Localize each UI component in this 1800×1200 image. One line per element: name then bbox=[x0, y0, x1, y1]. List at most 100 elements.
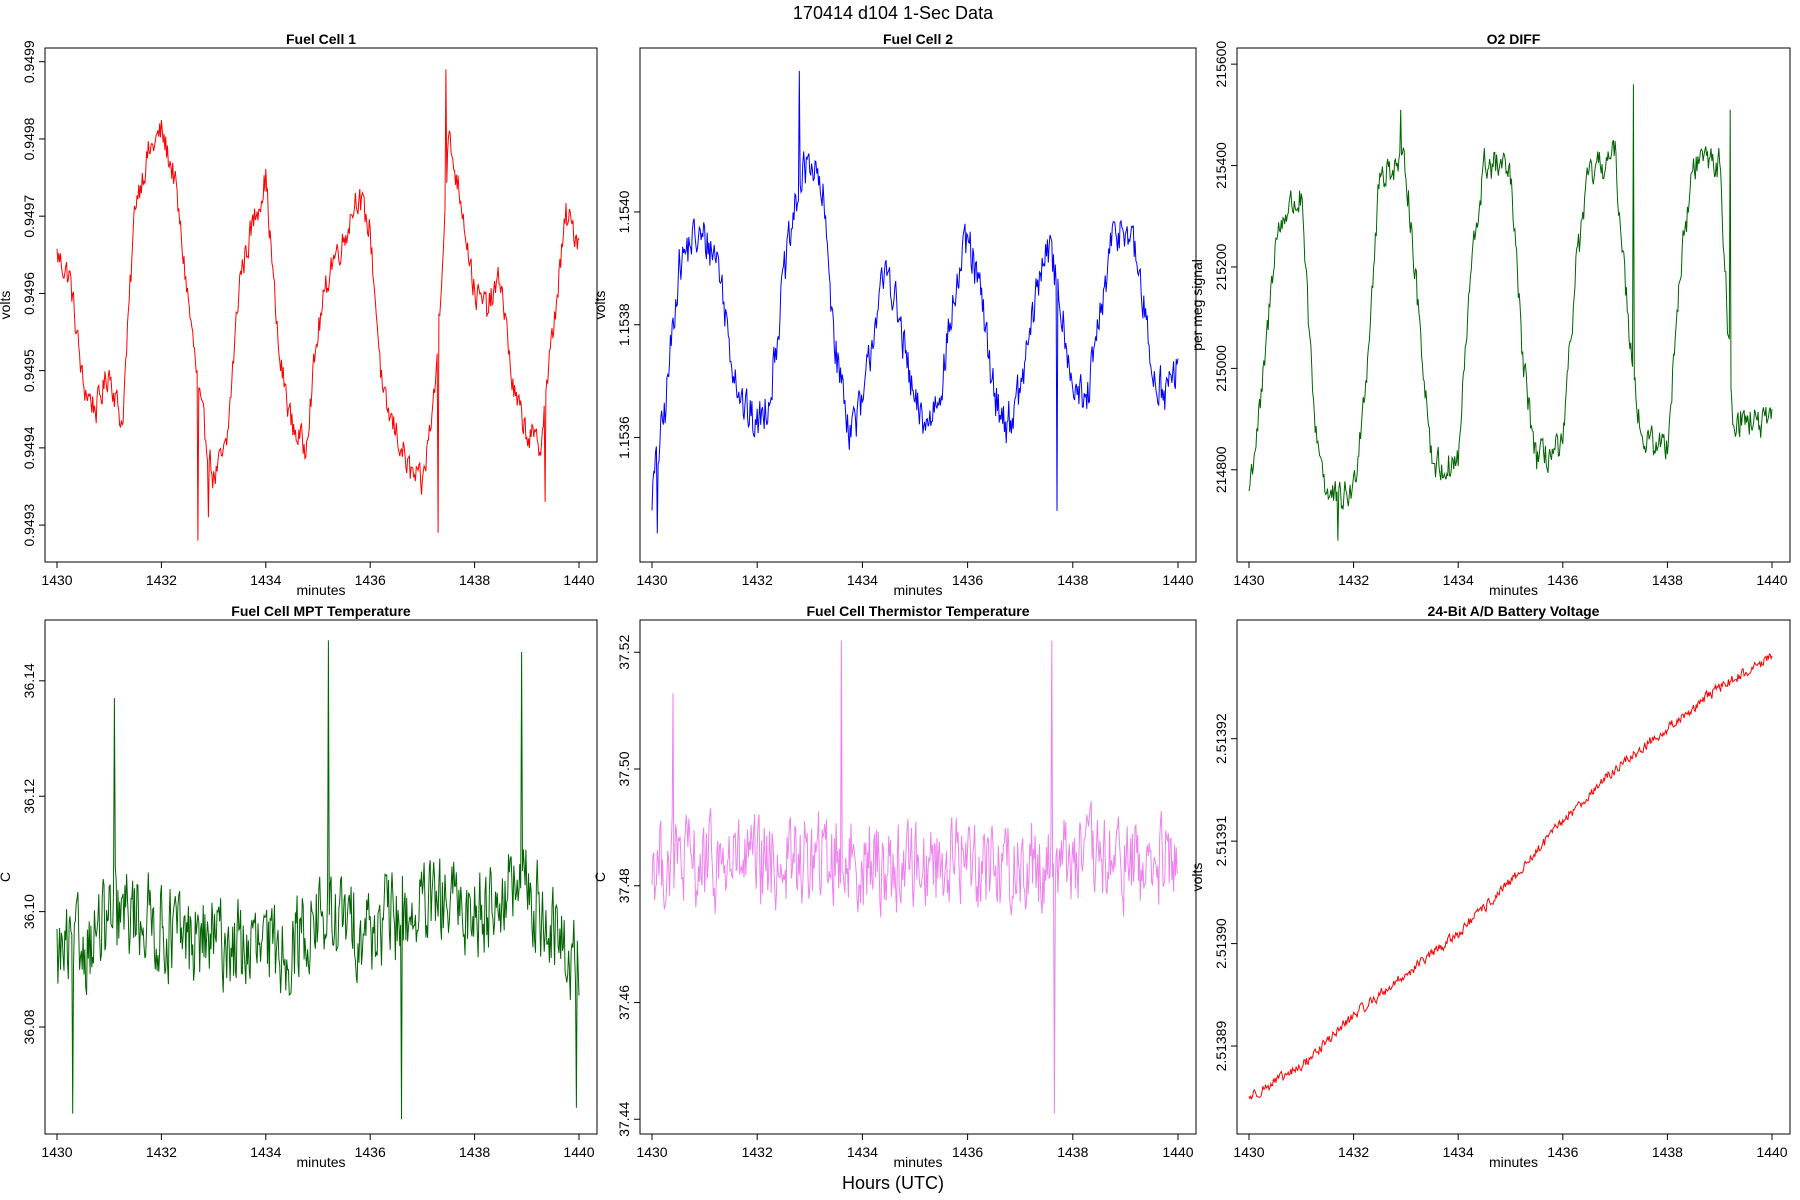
y-tick-label: 214800 bbox=[1213, 446, 1229, 493]
y-tick-label: 37.52 bbox=[616, 635, 632, 670]
y-tick-label: 0.9495 bbox=[21, 349, 37, 392]
x-tick-label: 1430 bbox=[41, 1144, 72, 1160]
plot-frame bbox=[639, 47, 1197, 563]
y-tick-label: 1.1538 bbox=[616, 303, 632, 346]
y-tick-label: 215600 bbox=[1213, 41, 1229, 88]
x-tick-label: 1440 bbox=[1756, 572, 1787, 588]
x-tick-label: 1440 bbox=[1756, 1144, 1787, 1160]
series-line bbox=[56, 69, 580, 541]
x-axis: 1430 1432 1434 1436 1438 1440 bbox=[1233, 1133, 1788, 1160]
plot-frame bbox=[1236, 47, 1791, 563]
panel-5: Fuel Cell Thermistor Temperature 1430 1432… bbox=[592, 603, 1197, 1170]
y-axis: 1.1536 1.1538 1.1540 bbox=[616, 190, 641, 459]
panels: Fuel Cell 1 1430 1432 1434 1436 1438 1440 minut… bbox=[0, 31, 1791, 1170]
y-tick-label: 2.51389 bbox=[1213, 1021, 1229, 1072]
panel-1: Fuel Cell 1 1430 1432 1434 1436 1438 1440 minut… bbox=[0, 31, 598, 598]
y-tick-label: 0.9499 bbox=[21, 40, 37, 83]
y-axis-label: C bbox=[592, 872, 608, 882]
x-axis: 1430 1432 1434 1436 1438 1440 bbox=[636, 1133, 1194, 1160]
x-tick-label: 1430 bbox=[636, 1144, 667, 1160]
x-axis-label: minutes bbox=[1489, 582, 1538, 598]
plot-frame bbox=[1236, 619, 1791, 1135]
x-tick-label: 1440 bbox=[563, 1144, 594, 1160]
series-line bbox=[651, 640, 1179, 1114]
x-tick-label: 1434 bbox=[250, 572, 281, 588]
y-tick-label: 36.12 bbox=[21, 778, 37, 813]
x-axis: 1430 1432 1434 1436 1438 1440 bbox=[41, 561, 595, 588]
x-axis: 1430 1432 1434 1436 1438 1440 bbox=[636, 561, 1194, 588]
y-tick-label: 0.9498 bbox=[21, 117, 37, 160]
y-tick-label: 2.51390 bbox=[1213, 918, 1229, 969]
x-tick-label: 1436 bbox=[1547, 1144, 1578, 1160]
y-axis-label: per meg signal bbox=[1189, 259, 1205, 351]
x-tick-label: 1436 bbox=[355, 1144, 386, 1160]
x-tick-label: 1440 bbox=[563, 572, 594, 588]
y-tick-label: 37.44 bbox=[616, 1102, 632, 1137]
figure-title: 170414 d104 1-Sec Data bbox=[793, 3, 994, 23]
y-axis-label: C bbox=[0, 872, 13, 882]
x-axis-label: minutes bbox=[296, 582, 345, 598]
series-line bbox=[56, 640, 580, 1120]
x-tick-label: 1438 bbox=[1057, 572, 1088, 588]
x-tick-label: 1434 bbox=[847, 572, 878, 588]
x-tick-label: 1440 bbox=[1162, 572, 1193, 588]
x-tick-label: 1438 bbox=[1652, 572, 1683, 588]
plot-frame bbox=[44, 47, 598, 563]
series-line bbox=[1248, 84, 1773, 541]
y-axis-label: volts bbox=[592, 291, 608, 320]
y-axis-label: volts bbox=[1189, 863, 1205, 892]
y-tick-label: 0.9494 bbox=[21, 426, 37, 469]
x-tick-label: 1434 bbox=[1443, 572, 1474, 588]
y-tick-label: 0.9497 bbox=[21, 195, 37, 238]
x-tick-label: 1430 bbox=[1233, 572, 1264, 588]
x-tick-label: 1434 bbox=[1443, 1144, 1474, 1160]
panel-2: Fuel Cell 2 1430 1432 1434 1436 1438 1440 minut… bbox=[592, 31, 1197, 598]
y-tick-label: 37.50 bbox=[616, 751, 632, 786]
x-tick-label: 1430 bbox=[1233, 1144, 1264, 1160]
x-tick-label: 1438 bbox=[1652, 1144, 1683, 1160]
x-tick-label: 1436 bbox=[1547, 572, 1578, 588]
plot-frame bbox=[639, 619, 1197, 1135]
x-axis: 1430 1432 1434 1436 1438 1440 bbox=[41, 1133, 595, 1160]
x-tick-label: 1432 bbox=[146, 1144, 177, 1160]
x-axis-label: minutes bbox=[1489, 1154, 1538, 1170]
x-tick-label: 1432 bbox=[1338, 1144, 1369, 1160]
x-tick-label: 1440 bbox=[1162, 1144, 1193, 1160]
y-tick-label: 1.1536 bbox=[616, 416, 632, 459]
y-tick-label: 1.1540 bbox=[616, 190, 632, 233]
y-tick-label: 2.51391 bbox=[1213, 816, 1229, 867]
y-tick-label: 0.9496 bbox=[21, 272, 37, 315]
y-axis: 214800 215000 215200 215400 215600 bbox=[1213, 41, 1238, 493]
x-tick-label: 1430 bbox=[636, 572, 667, 588]
x-tick-label: 1432 bbox=[1338, 572, 1369, 588]
panel-title: Fuel Cell Thermistor Temperature bbox=[806, 603, 1029, 619]
y-tick-label: 37.46 bbox=[616, 985, 632, 1020]
x-tick-label: 1438 bbox=[459, 572, 490, 588]
panel-title: 24-Bit A/D Battery Voltage bbox=[1428, 603, 1600, 619]
x-axis: 1430 1432 1434 1436 1438 1440 bbox=[1233, 561, 1788, 588]
x-tick-label: 1432 bbox=[146, 572, 177, 588]
figure-xlabel: Hours (UTC) bbox=[842, 1173, 944, 1193]
x-axis-label: minutes bbox=[893, 1154, 942, 1170]
x-axis-label: minutes bbox=[893, 582, 942, 598]
y-axis-label: volts bbox=[0, 291, 13, 320]
y-tick-label: 215200 bbox=[1213, 243, 1229, 290]
y-tick-label: 36.10 bbox=[21, 894, 37, 929]
x-tick-label: 1436 bbox=[952, 572, 983, 588]
series-line bbox=[651, 70, 1179, 534]
panel-title: Fuel Cell 2 bbox=[883, 31, 953, 47]
x-tick-label: 1436 bbox=[952, 1144, 983, 1160]
y-axis: 36.08 36.10 36.12 36.14 bbox=[21, 663, 46, 1045]
panel-3: O2 DIFF 1430 1432 1434 1436 1438 1440 minutes 21… bbox=[1189, 31, 1791, 598]
x-tick-label: 1434 bbox=[847, 1144, 878, 1160]
x-tick-label: 1432 bbox=[742, 572, 773, 588]
x-tick-label: 1430 bbox=[41, 572, 72, 588]
panel-title: Fuel Cell MPT Temperature bbox=[231, 603, 411, 619]
x-tick-label: 1434 bbox=[250, 1144, 281, 1160]
y-tick-label: 36.08 bbox=[21, 1009, 37, 1044]
y-axis: 37.44 37.46 37.48 37.50 37.52 bbox=[616, 635, 641, 1137]
x-tick-label: 1438 bbox=[459, 1144, 490, 1160]
x-axis-label: minutes bbox=[296, 1154, 345, 1170]
